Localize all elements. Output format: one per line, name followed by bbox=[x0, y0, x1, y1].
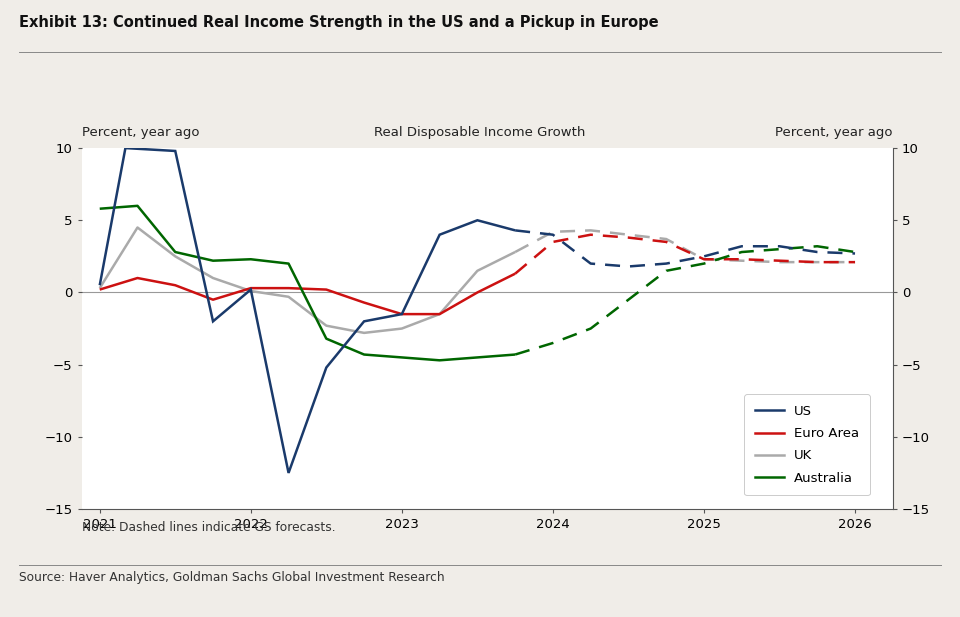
Text: Percent, year ago: Percent, year ago bbox=[82, 126, 199, 139]
Legend: US, Euro Area, UK, Australia: US, Euro Area, UK, Australia bbox=[744, 394, 870, 495]
Text: Real Disposable Income Growth: Real Disposable Income Growth bbox=[374, 126, 586, 139]
Text: Percent, year ago: Percent, year ago bbox=[776, 126, 893, 139]
Text: Exhibit 13: Continued Real Income Strength in the US and a Pickup in Europe: Exhibit 13: Continued Real Income Streng… bbox=[19, 15, 659, 30]
Text: Note: Dashed lines indicate GS forecasts.: Note: Dashed lines indicate GS forecasts… bbox=[82, 521, 335, 534]
Text: Source: Haver Analytics, Goldman Sachs Global Investment Research: Source: Haver Analytics, Goldman Sachs G… bbox=[19, 571, 444, 584]
